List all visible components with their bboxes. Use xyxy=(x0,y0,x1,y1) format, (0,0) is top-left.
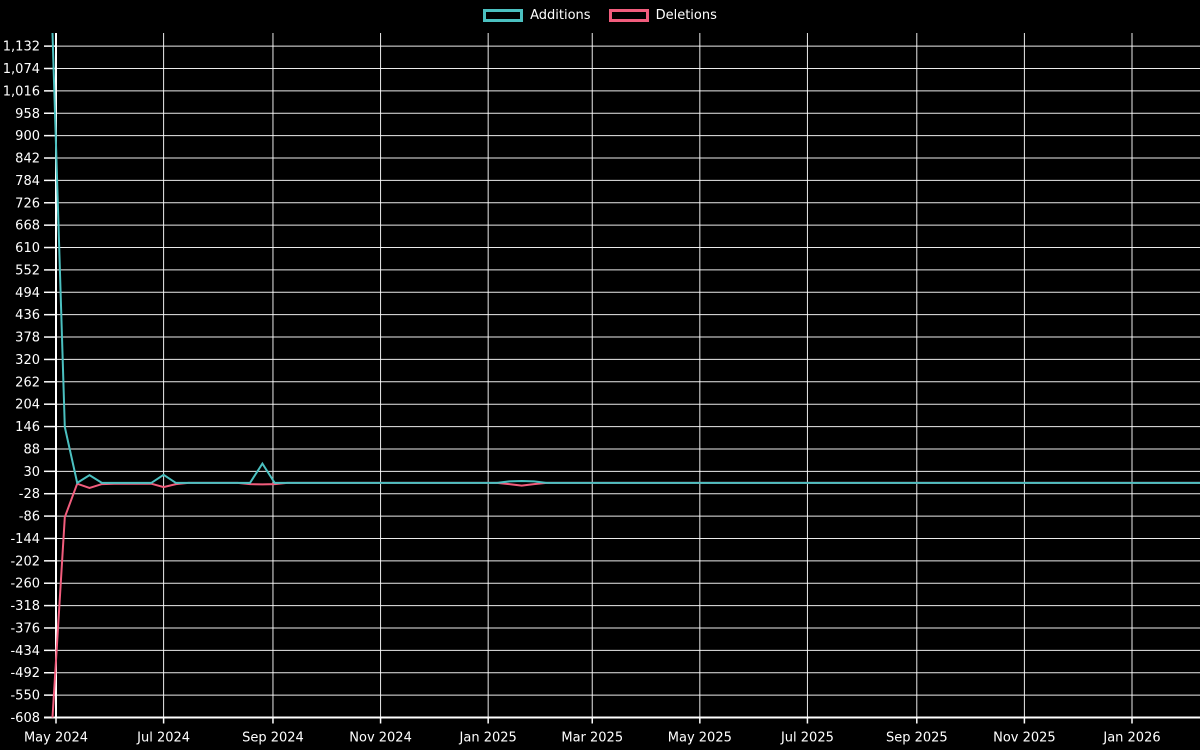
axis-border xyxy=(44,33,1200,724)
y-tick-label: 1,132 xyxy=(3,40,40,55)
y-tick-label: 1,074 xyxy=(3,62,40,77)
y-tick-label: -318 xyxy=(10,599,40,614)
additions-swatch-icon xyxy=(483,9,524,22)
x-axis-labels: May 2024 Jul 2024 Sep 2024 Nov 2024 Jan 2025… xyxy=(24,731,1161,746)
x-tick-label: Nov 2024 xyxy=(349,731,412,746)
x-tick-label: May 2024 xyxy=(24,731,88,746)
x-tick-label: Jul 2024 xyxy=(136,731,190,746)
x-tick-label: May 2025 xyxy=(668,731,732,746)
y-tick-label: 1,016 xyxy=(3,84,40,99)
y-tick-label: 842 xyxy=(15,152,40,167)
legend-label-deletions: Deletions xyxy=(655,8,717,23)
y-tick-label: 610 xyxy=(15,241,40,256)
y-tick-label: -550 xyxy=(10,689,40,704)
x-tick-label: Jan 2026 xyxy=(1102,731,1160,746)
y-tick-label: 320 xyxy=(15,353,40,368)
y-tick-label: 494 xyxy=(15,286,40,301)
y-tick-label: 262 xyxy=(15,375,40,390)
y-tick-label: -28 xyxy=(19,487,40,502)
y-tick-label: 88 xyxy=(23,442,40,457)
gridlines xyxy=(55,33,1200,718)
x-tick-label: Jul 2025 xyxy=(780,731,834,746)
y-tick-label: -608 xyxy=(10,711,40,726)
deletions-swatch-icon xyxy=(608,9,649,22)
y-tick-label: 378 xyxy=(15,331,40,346)
y-tick-label: -86 xyxy=(19,510,40,525)
y-tick-label: 436 xyxy=(15,308,40,323)
y-tick-label: -260 xyxy=(10,577,40,592)
y-tick-label: 900 xyxy=(15,129,40,144)
y-tick-label: -144 xyxy=(10,532,40,547)
chart-legend: Additions Deletions xyxy=(0,8,1200,23)
x-tick-label: Nov 2025 xyxy=(993,731,1056,746)
x-tick-label: Sep 2024 xyxy=(242,731,304,746)
legend-item-additions[interactable]: Additions xyxy=(483,8,591,23)
x-tick-label: Jan 2025 xyxy=(459,731,517,746)
legend-label-additions: Additions xyxy=(530,8,591,23)
additions-line xyxy=(51,32,1200,485)
y-tick-label: 958 xyxy=(15,107,40,122)
y-tick-label: -376 xyxy=(10,621,40,636)
deletions-line xyxy=(51,481,1200,718)
x-tick-label: Mar 2025 xyxy=(561,731,623,746)
legend-item-deletions[interactable]: Deletions xyxy=(608,8,717,23)
x-tick-label: Sep 2025 xyxy=(886,731,948,746)
y-tick-label: 30 xyxy=(23,465,40,480)
y-tick-label: 204 xyxy=(15,398,40,413)
y-tick-label: 146 xyxy=(15,420,40,435)
y-tick-label: -202 xyxy=(10,554,40,569)
y-axis-labels: -608 -550 -492 -434 -376 -318 -260 -202 -144 -86 -… xyxy=(3,40,40,726)
y-tick-label: -434 xyxy=(10,644,40,659)
y-tick-label: 784 xyxy=(15,174,40,189)
y-tick-label: 552 xyxy=(15,263,40,278)
y-tick-label: 668 xyxy=(15,219,40,234)
y-tick-label: -492 xyxy=(10,666,40,681)
y-tick-label: 726 xyxy=(15,196,40,211)
